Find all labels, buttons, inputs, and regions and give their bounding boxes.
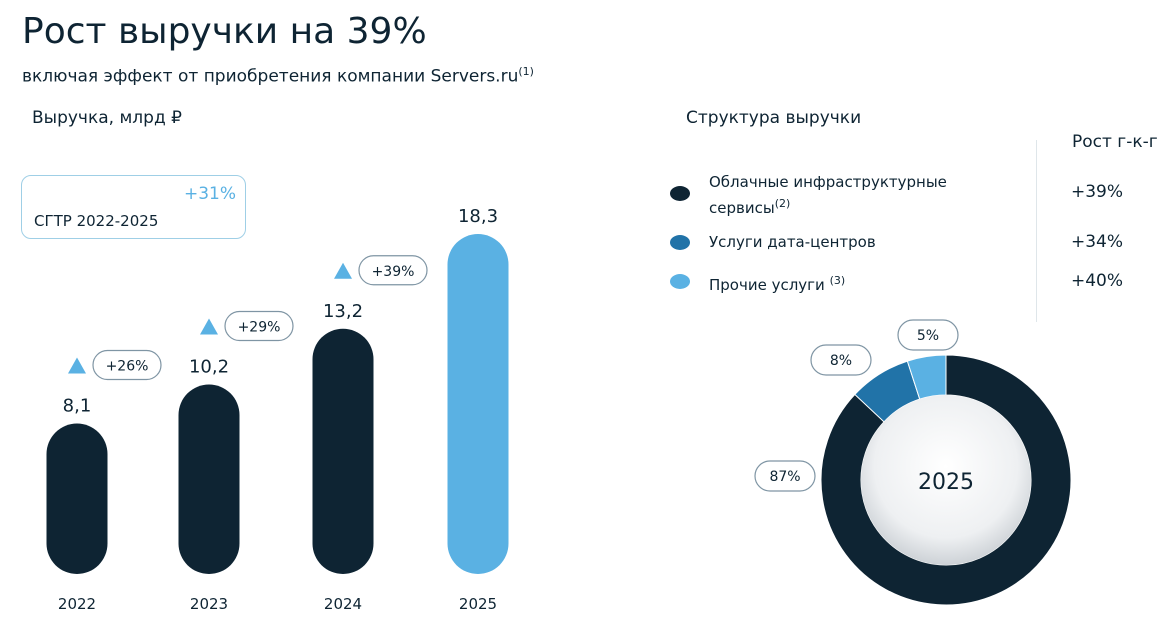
donut-pill-datacenter — [810, 344, 872, 376]
revenue-bar-chart: 8,1 2022 +26% 10,2 2023 +29% 13,2 2024 +39% 18,3 2… — [46, 206, 509, 613]
legend-growth-datacenter: +34% — [1071, 232, 1124, 252]
growth-pill-2022 — [92, 349, 162, 381]
subtitle-text: включая эффект от приобретения компании … — [22, 66, 519, 87]
growth-label-2023: +29% — [238, 319, 281, 335]
cagr-label: CГТР 2022-2025 — [34, 212, 159, 230]
category-label-2023: 2023 — [190, 595, 228, 613]
revenue-structure-donut: 2025 87% 8% 5% — [754, 319, 1072, 606]
growth-arrow-2024 — [334, 262, 352, 279]
legend-label-cloud: Облачные инфраструктурные сервисы(2) — [709, 171, 959, 219]
growth-pill-2024 — [358, 255, 428, 286]
legend-label-datacenter: Услуги дата-центров — [709, 233, 876, 251]
donut-value-label-datacenter: 8% — [830, 353, 852, 369]
legend-label-other-text: Прочие услуги — [709, 276, 825, 294]
growth-column-heading: Рост г-к-г — [1072, 132, 1158, 152]
value-label-2022: 8,1 — [63, 396, 92, 417]
legend-label-other-note: (3) — [829, 274, 846, 287]
page-subtitle: включая эффект от приобретения компании … — [22, 60, 534, 89]
growth-pill-2023 — [224, 310, 294, 342]
donut-pill-other — [897, 319, 959, 351]
page-title: Рост выручки на 39% — [22, 11, 427, 52]
value-label-2024: 13,2 — [323, 301, 363, 322]
donut-value-label-other: 5% — [917, 328, 939, 344]
cagr-box: +31% CГТР 2022-2025 — [21, 175, 246, 239]
growth-label-2022: +26% — [106, 359, 149, 375]
donut-center-label: 2025 — [918, 470, 974, 495]
legend-growth-other: +40% — [1071, 271, 1124, 291]
growth-label-2024: +39% — [372, 264, 415, 280]
category-label-2022: 2022 — [58, 595, 96, 613]
legend-label-cloud-note: (2) — [774, 197, 791, 210]
cagr-value: +31% — [183, 184, 236, 204]
bar-2024 — [312, 328, 374, 574]
bar-2023 — [178, 384, 240, 574]
bar-2022 — [46, 423, 108, 574]
category-label-2025: 2025 — [459, 595, 497, 613]
category-label-2024: 2024 — [324, 595, 362, 613]
structure-chart-title: Структура выручки — [686, 108, 862, 128]
legend-marker-cloud — [670, 186, 690, 201]
value-label-2023: 10,2 — [189, 356, 229, 377]
bar-2025 — [447, 234, 509, 574]
donut-pill-cloud — [754, 460, 816, 492]
growth-arrow-2022 — [68, 357, 86, 374]
legend-growth-cloud: +39% — [1071, 182, 1124, 202]
revenue-chart-title: Выручка, млрд ₽ — [32, 108, 182, 128]
donut-hole — [861, 395, 1031, 565]
legend-label-cloud-text: Облачные инфраструктурные сервисы — [709, 173, 947, 217]
legend-label-other: Прочие услуги (3) — [709, 270, 845, 296]
legend-divider — [1036, 140, 1037, 322]
legend-marker-other — [670, 274, 690, 289]
donut-value-label-cloud: 87% — [769, 469, 800, 485]
value-label-2025: 18,3 — [458, 206, 498, 227]
legend-marker-datacenter — [670, 235, 690, 250]
growth-arrow-2023 — [200, 318, 218, 335]
subtitle-footnote: (1) — [518, 65, 534, 78]
